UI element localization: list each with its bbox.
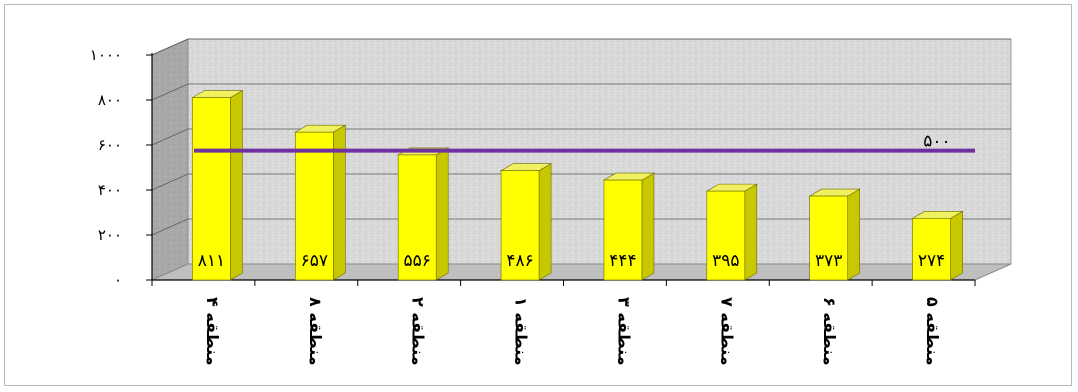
plot-walls	[151, 38, 1012, 281]
bar-side	[641, 172, 655, 281]
x-category-label: منطقه ۲	[409, 297, 428, 366]
x-category-label: منطقه ۶	[820, 297, 839, 366]
bar-front	[706, 190, 746, 281]
bar-side	[230, 90, 243, 281]
data-label: ۸۱۱	[198, 251, 225, 271]
reference-line: ۵۰۰	[194, 132, 975, 153]
side-wall	[151, 38, 189, 281]
bar-front	[603, 179, 643, 281]
bar-chart: ۸۱۱ ۶۵۷ ۵۵۶ ۴۸۶ ۴۴۴ ۳۹۵ ۳۷۳ ۲۷۴ ۵۰۰ ۰ ۲۰۰ ۴۰۰ ۶۰۰ ۸…	[90, 38, 1012, 366]
gridline	[151, 128, 1011, 146]
gridline	[151, 173, 1011, 191]
bar: ۲۷۴	[911, 210, 964, 281]
bar-front	[397, 154, 437, 281]
y-tick-label: ۱۰۰۰	[90, 46, 122, 64]
bar: ۶۵۷	[294, 124, 347, 281]
bar: ۳۷۳	[808, 188, 861, 281]
chart-frame: ۸۱۱ ۶۵۷ ۵۵۶ ۴۸۶ ۴۴۴ ۳۹۵ ۳۷۳ ۲۷۴ ۵۰۰ ۰ ۲۰۰ ۴۰۰ ۶۰۰ ۸…	[4, 4, 1072, 386]
bar: ۵۵۶	[397, 147, 450, 281]
y-tick-label: ۲۰۰	[98, 226, 122, 244]
bar-front	[295, 131, 334, 281]
data-label: ۴۸۶	[506, 251, 533, 271]
y-tick-label: ۸۰۰	[98, 91, 122, 109]
bar: ۳۹۵	[705, 183, 758, 281]
x-category-labels: منطقه ۴ منطقه ۸ منطقه ۲ منطقه ۱ منطقه ۳ منطقه…	[203, 297, 942, 366]
data-label: ۵۵۶	[403, 251, 430, 271]
data-label: ۳۹۵	[712, 251, 739, 271]
bar-front	[192, 97, 231, 281]
data-label: ۴۴۴	[609, 251, 636, 271]
floor	[151, 263, 1012, 281]
data-label: ۲۷۴	[918, 251, 945, 271]
x-category-label: منطقه ۴	[203, 297, 222, 366]
bar: ۴۴۴	[602, 172, 656, 281]
gridline	[151, 38, 1011, 56]
gridline	[151, 83, 1011, 101]
bar-front	[809, 195, 848, 281]
bar: ۴۸۶	[499, 163, 553, 281]
data-label: ۳۷۳	[815, 251, 842, 271]
bar-side	[538, 163, 552, 281]
y-tick-label: ۶۰۰	[98, 136, 122, 154]
bar-front	[500, 170, 540, 281]
reference-line-label: ۵۰۰	[923, 132, 950, 152]
bar-side	[950, 210, 963, 281]
bar-side	[435, 147, 449, 281]
gridlines	[151, 38, 1011, 236]
bar-side	[847, 188, 860, 281]
bar: ۸۱۱	[191, 90, 244, 281]
bar-front	[912, 218, 951, 281]
x-category-label: منطقه ۱	[512, 297, 531, 366]
y-tick-label: ۴۰۰	[98, 181, 122, 199]
bar-side	[333, 124, 346, 281]
x-category-label: منطقه ۳	[614, 297, 633, 366]
y-tick-label: ۰	[114, 271, 122, 289]
x-category-label: منطقه ۸	[306, 297, 325, 366]
x-category-label: منطقه ۷	[717, 297, 736, 366]
bars: ۸۱۱ ۶۵۷ ۵۵۶ ۴۸۶ ۴۴۴ ۳۹۵ ۳۷۳ ۲۷۴	[191, 90, 964, 281]
y-tick-labels: ۰ ۲۰۰ ۴۰۰ ۶۰۰ ۸۰۰ ۱۰۰۰	[90, 46, 122, 289]
bar-side	[744, 183, 758, 281]
x-category-label: منطقه ۵	[923, 297, 942, 366]
data-label: ۶۵۷	[301, 251, 328, 271]
